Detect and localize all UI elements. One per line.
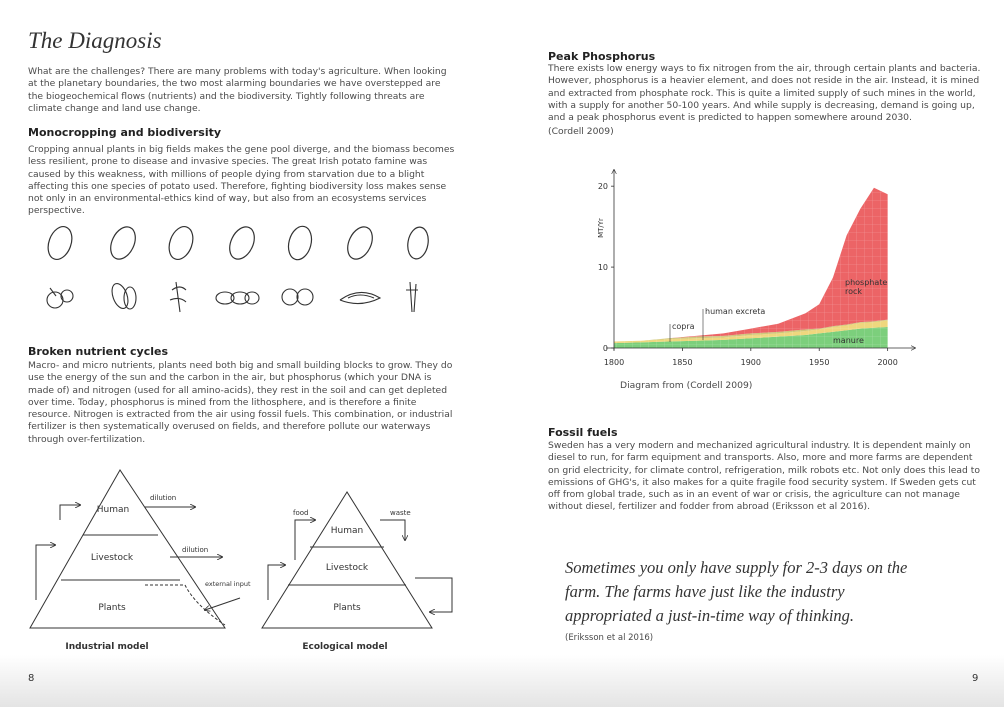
x-tick-label: 1850 — [672, 358, 692, 367]
page-shadow — [0, 655, 1004, 707]
section-heading: Fossil fuels — [548, 426, 618, 439]
x-tick-label: 1950 — [809, 358, 829, 367]
series-label: human excreta — [705, 307, 766, 316]
industrial-model-diagram — [29, 469, 241, 629]
area-texture — [614, 187, 888, 342]
diagram-level: Human — [97, 505, 129, 515]
diagram-level: Livestock — [326, 563, 369, 573]
diagram-level: Livestock — [91, 553, 134, 563]
series-label: copra — [672, 322, 695, 331]
pull-quote: Sometimes you only have supply for 2-3 d… — [565, 558, 908, 625]
section-heading: Monocropping and biodiversity — [28, 126, 222, 139]
y-tick-label: 0 — [603, 344, 608, 353]
series-label: manure — [833, 336, 864, 345]
diagram-level: Plants — [98, 603, 126, 613]
diagram-flow: dilution — [150, 494, 176, 502]
intro-text: What are the challenges? There are many … — [28, 66, 447, 114]
x-tick-label: 1800 — [604, 358, 624, 367]
chart-caption: Diagram from (Cordell 2009) — [620, 380, 753, 391]
series-label: phosphate rock — [845, 278, 888, 296]
page-title: The Diagnosis — [28, 28, 162, 53]
x-tick-label: 2000 — [877, 358, 897, 367]
phosphorus-chart: 1800 1850 1900 1950 2000 0 10 20 MT/Yr — [597, 170, 915, 367]
section-heading: Peak Phosphorus — [548, 50, 656, 63]
citation: (Eriksson et al 2016) — [565, 633, 654, 643]
diagram-flow: dilution — [182, 546, 208, 554]
x-tick-label: 1900 — [741, 358, 761, 367]
page-number: 8 — [28, 673, 35, 684]
citation: (Cordell 2009) — [548, 126, 614, 137]
area-texture — [614, 326, 888, 348]
potato-row — [47, 225, 429, 261]
section-text: There exists low energy ways to fix nitr… — [548, 63, 981, 124]
diagram-caption: Ecological model — [302, 642, 387, 652]
section-heading: Broken nutrient cycles — [28, 345, 168, 358]
diagram-level: Plants — [333, 603, 361, 613]
diagram-level: Human — [331, 526, 363, 536]
y-tick-label: 10 — [598, 263, 608, 272]
y-axis-label: MT/Yr — [597, 218, 605, 238]
y-tick-label: 20 — [598, 182, 608, 191]
diagram-flow: external input — [205, 580, 251, 588]
diagram-caption: Industrial model — [65, 642, 148, 652]
area-texture — [614, 320, 888, 344]
section-text: Cropping annual plants in big fields mak… — [28, 144, 455, 217]
ecological-model-diagram — [261, 491, 453, 629]
page-number: 9 — [972, 673, 979, 684]
section-text: Sweden has a very modern and mechanized … — [548, 440, 980, 513]
diagram-flow: food — [293, 509, 308, 517]
diagram-flow: waste — [390, 509, 411, 517]
vegetable-row — [46, 281, 418, 313]
section-text: Macro- and micro nutrients, plants need … — [28, 360, 453, 445]
